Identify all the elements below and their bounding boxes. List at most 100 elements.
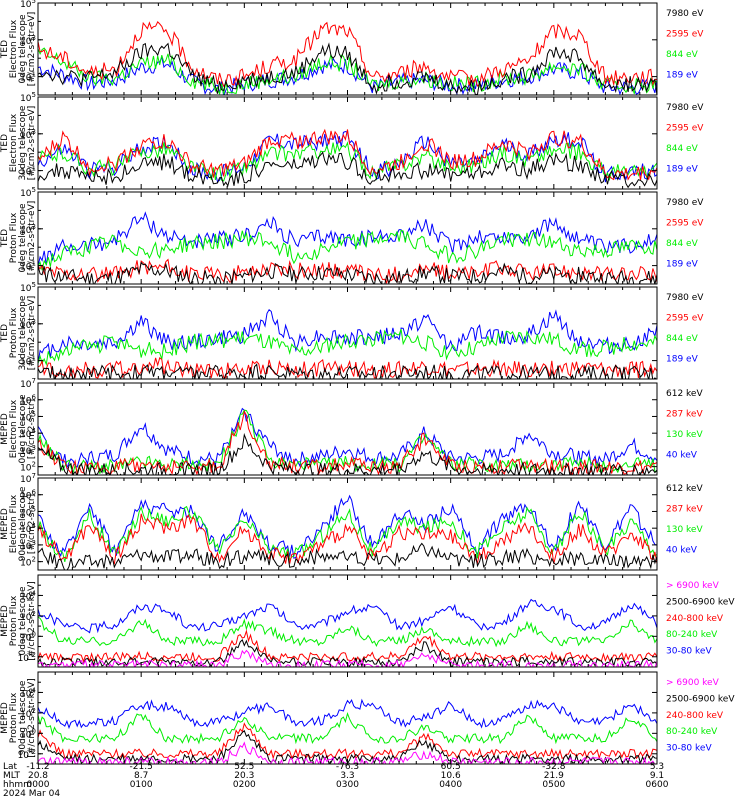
legend-entry: 2595 eV	[666, 314, 704, 324]
series-240-800-kev	[38, 629, 657, 663]
x-tick-label: 0500	[542, 780, 565, 790]
x-tick-label: 9.1	[650, 771, 664, 781]
series-80-240-kev	[38, 616, 657, 648]
series-240-800-kev	[38, 722, 657, 760]
y-axis-label-line: 0deg telescope	[18, 203, 28, 273]
series-7980-ev	[38, 151, 657, 189]
y-axis-label-line: Electron Flux	[9, 113, 19, 172]
y-axis-label: TED Electron Flux 0deg telescope [#/cm2-s-s…	[0, 12, 37, 87]
panel-3-data	[38, 211, 657, 284]
legend-entry: 189 eV	[666, 71, 699, 81]
legend-entry: 2500-6900 keV	[666, 694, 735, 704]
y-axis-label: MEPED Electron Flux 0deg telescope [#/cm2-s…	[0, 394, 37, 464]
x-tick-label: 60.5	[441, 762, 461, 772]
y-axis-label-line: Proton Flux	[9, 595, 19, 646]
legend-entry: 189 eV	[666, 355, 699, 365]
legend-entry: 80-240 keV	[666, 727, 718, 737]
y-tick-label: 105	[20, 91, 36, 104]
legend-entry: 240-800 keV	[666, 711, 724, 721]
y-axis-label-line: [#/cm2-s-str-eV]	[27, 12, 37, 87]
y-axis-label-line: Proton Flux	[9, 307, 19, 358]
y-tick-label: 105	[20, 0, 36, 10]
series-2595-ev	[38, 128, 657, 181]
x-tick-label: 0000	[27, 780, 50, 790]
legend-entry: > 6900 keV	[666, 678, 720, 688]
panel-4-data	[38, 309, 657, 379]
series-287-kev	[38, 513, 657, 565]
y-tick-label: 105	[20, 281, 36, 294]
panel-7-data	[38, 598, 657, 667]
legend-entry: 7980 eV	[666, 293, 704, 303]
legend-entry: 7980 eV	[666, 198, 704, 208]
y-axis-label-line: [#/cm2-s-str-eV]	[27, 106, 37, 181]
series-2595-ev	[38, 258, 657, 284]
x-tick-label: 5.3	[650, 762, 664, 772]
series-189-ev	[38, 55, 657, 95]
series-612-kev	[38, 542, 657, 570]
panel-frame	[37, 382, 658, 476]
legend-entry: 844 eV	[666, 239, 699, 249]
legend-entry: 2500-6900 keV	[666, 597, 735, 607]
y-axis-label-line: TED	[0, 229, 10, 248]
legend-entry: 189 eV	[666, 165, 699, 175]
y-axis-label-line: 0deg telescope	[18, 394, 28, 464]
legend-entry: 287 keV	[666, 505, 703, 515]
series-189-ev	[38, 309, 657, 364]
series-30-80-kev	[38, 698, 657, 730]
y-axis-label-line: Proton Flux	[9, 692, 19, 743]
y-axis-label-line: [#/cm2-s-str]	[27, 494, 37, 554]
y-axis-label: TED Proton Flux 30deg telescope [#/cm2-s-st…	[0, 295, 37, 370]
legend-entry: > 6900 keV	[666, 581, 720, 591]
x-tick-label: 3.3	[340, 771, 354, 781]
series-844-ev	[38, 329, 657, 367]
legend-entry: 844 eV	[666, 50, 699, 60]
x-tick-label: -76.3	[336, 762, 359, 772]
y-axis-label-line: Proton Flux	[9, 212, 19, 263]
y-axis-label-line: TED	[0, 40, 10, 59]
panel-6-data	[38, 494, 657, 570]
legend-entry: 40 keV	[666, 546, 698, 556]
x-tick-label: 0100	[130, 780, 153, 790]
y-axis-label: TED Electron Flux 30deg telescope [#/cm2-s-…	[0, 105, 37, 180]
series-189-ev	[38, 211, 657, 267]
y-tick-label: 107	[20, 472, 36, 485]
y-axis-label-line: Electron Flux	[9, 19, 19, 78]
y-axis-label-line: Electron Flux	[9, 399, 19, 458]
series--6900-kev	[38, 741, 657, 764]
series-189-ev	[38, 130, 657, 183]
series-2595-ev	[38, 21, 657, 88]
y-axis-label-line: 0deg telescope	[18, 14, 28, 84]
series-80-240-kev	[38, 711, 657, 745]
x-tick-label: 21.9	[544, 771, 564, 781]
x-tick-label: 0300	[336, 780, 359, 790]
panel-1-data	[38, 21, 657, 95]
legend-entry: 844 eV	[666, 334, 699, 344]
y-axis-label-line: MEPED	[0, 702, 10, 734]
y-axis-label-line: MEPED	[0, 605, 10, 637]
y-axis-label-line: 90deg telescope	[18, 680, 28, 755]
y-axis-label-line: 0deg telescope	[18, 586, 28, 656]
legend-entry: 612 keV	[666, 389, 703, 399]
y-axis-label-line: TED	[0, 134, 10, 153]
panel-frame	[37, 671, 658, 765]
y-axis-label-line: [#/cm2-s-str-eV]	[27, 296, 37, 371]
x-tick-label: 0200	[233, 780, 256, 790]
y-axis-label-line: 30deg telescope	[18, 105, 28, 180]
legend-entry: 189 eV	[666, 260, 699, 270]
date-label: 2024 Mar 04	[3, 789, 60, 799]
x-row-label: Lat	[3, 762, 18, 772]
legend-entry: 612 keV	[666, 484, 703, 494]
y-tick-label: 105	[20, 186, 36, 199]
series-844-ev	[38, 141, 657, 182]
panel-2-data	[38, 128, 657, 189]
x-tick-label: 52.5	[234, 762, 254, 772]
y-axis-label-line: [#/cm2-s-str]	[27, 399, 37, 459]
legend-entry: 130 keV	[666, 525, 703, 535]
y-axis-label: MEPED Proton Flux 0deg telescope [#/cm2-s-s…	[0, 581, 37, 660]
legend-entry: 40 keV	[666, 451, 698, 461]
